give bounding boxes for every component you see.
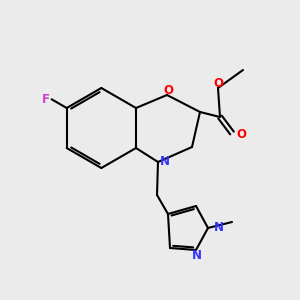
- Text: N: N: [214, 221, 224, 234]
- Text: N: N: [192, 249, 202, 262]
- Text: O: O: [214, 77, 224, 90]
- Text: N: N: [160, 154, 170, 168]
- Text: F: F: [42, 93, 50, 106]
- Text: O: O: [163, 84, 173, 97]
- Text: O: O: [236, 128, 246, 141]
